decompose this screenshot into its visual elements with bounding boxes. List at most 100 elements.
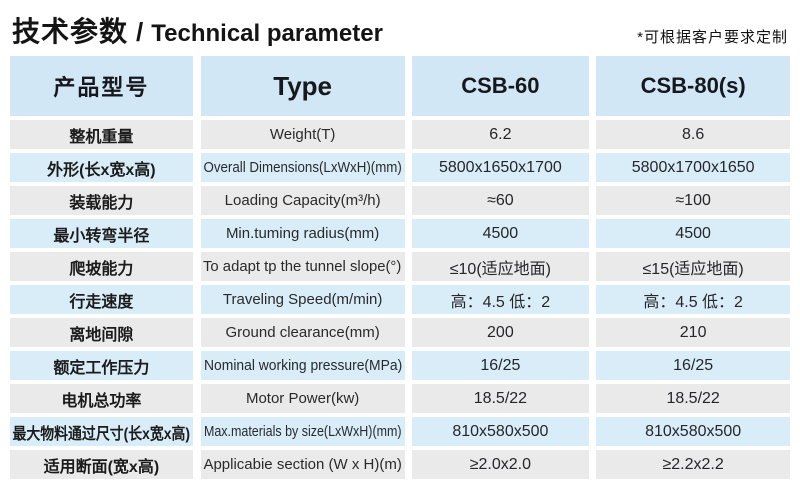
cell-cn-label: 装载能力 [10, 186, 193, 215]
cell-en-label: Nominal working pressure(MPa) [200, 351, 405, 380]
cell-en-label: Min.tuming radius(mm) [200, 219, 405, 248]
cell-value-csb80: 5800x1700x1650 [596, 153, 791, 182]
spec-name-en: Weight(T) [269, 126, 336, 143]
spec-value-csb80: 810x580x500 [645, 422, 742, 440]
cell-value-csb60: ≈60 [411, 186, 590, 215]
spec-value-csb80: 高：4.5 低：2 [643, 293, 743, 311]
cell-value-csb80: ≥2.2x2.2 [596, 450, 791, 479]
header-cell-model: 产品型号 [10, 56, 193, 116]
cell-value-csb80: 16/25 [596, 351, 791, 380]
customization-note: *可根据客户要求定制 [637, 29, 788, 46]
cell-value-csb60: 18.5/22 [411, 384, 590, 413]
cell-value-csb80: 210 [596, 318, 791, 347]
table-row: 行走速度 Traveling Speed(m/min) 高：4.5 低：2 高：… [10, 285, 791, 314]
cell-value-csb60: 4500 [411, 219, 590, 248]
table-row: 整机重量 Weight(T) 6.2 8.6 [10, 120, 791, 149]
spec-value-csb80: 8.6 [682, 125, 705, 143]
cell-en-label: Applicabie section (W x H)(m) [200, 450, 405, 479]
cell-cn-label: 适用断面(宽x高) [10, 450, 193, 479]
table-row: 装载能力 Loading Capacity(m³/h) ≈60 ≈100 [10, 186, 791, 215]
spec-name-en: Applicabie section (W x H)(m) [203, 456, 402, 473]
cell-cn-label: 额定工作压力 [10, 351, 193, 380]
spec-name-en: Motor Power(kw) [245, 390, 360, 407]
cell-value-csb60: 高：4.5 低：2 [411, 285, 590, 314]
table-row: 额定工作压力 Nominal working pressure(MPa) 16/… [10, 351, 791, 380]
spec-value-csb60: 16/25 [480, 356, 521, 374]
spec-value-csb80: ≈100 [675, 191, 711, 209]
spec-name-cn: 额定工作压力 [53, 359, 150, 377]
spec-name-cn: 整机重量 [69, 128, 134, 146]
cell-en-label: Motor Power(kw) [200, 384, 405, 413]
header-label-csb60: CSB-60 [461, 73, 540, 98]
spec-value-csb60: ≈60 [487, 191, 514, 209]
cell-en-label: Traveling Speed(m/min) [200, 285, 405, 314]
header-label-csb80: CSB-80(s) [640, 73, 746, 98]
spec-name-en: Max.materials by size(LxWxH)(mm) [203, 423, 402, 440]
cell-value-csb60: 810x580x500 [411, 417, 590, 446]
cell-value-csb80: 高：4.5 低：2 [596, 285, 791, 314]
header-cell-type: Type [200, 56, 405, 116]
title-divider: / [136, 17, 144, 47]
spec-value-csb80: 18.5/22 [666, 389, 720, 407]
table-row: 适用断面(宽x高) Applicabie section (W x H)(m) … [10, 450, 791, 479]
table-row: 离地间隙 Ground clearance(mm) 200 210 [10, 318, 791, 347]
page-title-cn: 技术参数 [12, 16, 129, 47]
cell-value-csb80: 4500 [596, 219, 791, 248]
spec-value-csb60: 18.5/22 [473, 389, 528, 407]
spec-name-en: Min.tuming radius(mm) [225, 225, 380, 242]
spec-name-cn: 离地间隙 [69, 326, 134, 344]
cell-en-label: Max.materials by size(LxWxH)(mm) [200, 417, 405, 446]
header-label-model: 产品型号 [53, 75, 150, 100]
cell-value-csb60: 200 [411, 318, 590, 347]
cell-cn-label: 电机总功率 [10, 384, 193, 413]
spec-name-en: Nominal working pressure(MPa) [203, 357, 402, 374]
cell-value-csb60: 5800x1650x1700 [411, 153, 590, 182]
cell-en-label: To adapt tp the tunnel slope(°) [200, 252, 405, 281]
table-row: 最大物料通过尺寸(长x宽x高) Max.materials by size(Lx… [10, 417, 791, 446]
spec-table: 产品型号 Type CSB-60 CSB-80(s) 整机重量 Weight(T… [10, 56, 791, 479]
spec-name-en: Loading Capacity(m³/h) [224, 192, 381, 209]
spec-value-csb80: ≤15(适应地面) [642, 260, 744, 278]
spec-value-csb60: 5800x1650x1700 [438, 158, 562, 176]
spec-value-csb60: 200 [487, 323, 514, 341]
page-title-en: Technical parameter [151, 20, 383, 47]
cell-value-csb60: ≥2.0x2.0 [411, 450, 590, 479]
cell-cn-label: 行走速度 [10, 285, 193, 314]
cell-cn-label: 爬坡能力 [10, 252, 193, 281]
header-cell-csb60: CSB-60 [411, 56, 590, 116]
cell-cn-label: 最大物料通过尺寸(长x宽x高) [10, 417, 193, 446]
cell-en-label: Loading Capacity(m³/h) [200, 186, 405, 215]
spec-value-csb80: 4500 [675, 224, 711, 242]
spec-name-cn: 最大物料通过尺寸(长x宽x高) [12, 425, 191, 443]
cell-en-label: Weight(T) [200, 120, 405, 149]
spec-name-cn: 装载能力 [69, 194, 134, 212]
spec-value-csb60: 高：4.5 低：2 [450, 293, 551, 311]
spec-value-csb60: 6.2 [489, 125, 512, 143]
cell-value-csb60: 16/25 [411, 351, 590, 380]
spec-name-en: To adapt tp the tunnel slope(°) [203, 258, 402, 275]
cell-cn-label: 最小转弯半径 [10, 219, 193, 248]
table-row: 电机总功率 Motor Power(kw) 18.5/22 18.5/22 [10, 384, 791, 413]
page-title: 技术参数 / Technical parameter [12, 10, 383, 50]
cell-value-csb60: 6.2 [411, 120, 590, 149]
cell-cn-label: 外形(长x宽x高) [10, 153, 193, 182]
header-row: 产品型号 Type CSB-60 CSB-80(s) [10, 56, 791, 116]
spec-name-cn: 外形(长x宽x高) [47, 161, 156, 179]
spec-value-csb60: ≥2.0x2.0 [469, 455, 532, 473]
spec-value-csb80: 16/25 [673, 356, 714, 374]
cell-value-csb80: 810x580x500 [596, 417, 791, 446]
cell-en-label: Overall Dimensions(LxWxH)(mm) [200, 153, 405, 182]
spec-name-cn: 最小转弯半径 [53, 227, 150, 245]
spec-value-csb80: 210 [679, 323, 707, 341]
spec-value-csb80: ≥2.2x2.2 [662, 455, 724, 473]
cell-value-csb80: 8.6 [596, 120, 791, 149]
spec-name-en: Traveling Speed(m/min) [222, 291, 383, 308]
spec-value-csb80: 5800x1700x1650 [631, 158, 755, 176]
cell-cn-label: 离地间隙 [10, 318, 193, 347]
header-label-type: Type [273, 70, 333, 101]
title-bar: 技术参数 / Technical parameter *可根据客户要求定制 [10, 10, 790, 56]
spec-value-csb60: 810x580x500 [452, 422, 549, 440]
cell-value-csb80: ≤15(适应地面) [596, 252, 791, 281]
spec-value-csb60: 4500 [482, 224, 519, 242]
table-row: 最小转弯半径 Min.tuming radius(mm) 4500 4500 [10, 219, 791, 248]
